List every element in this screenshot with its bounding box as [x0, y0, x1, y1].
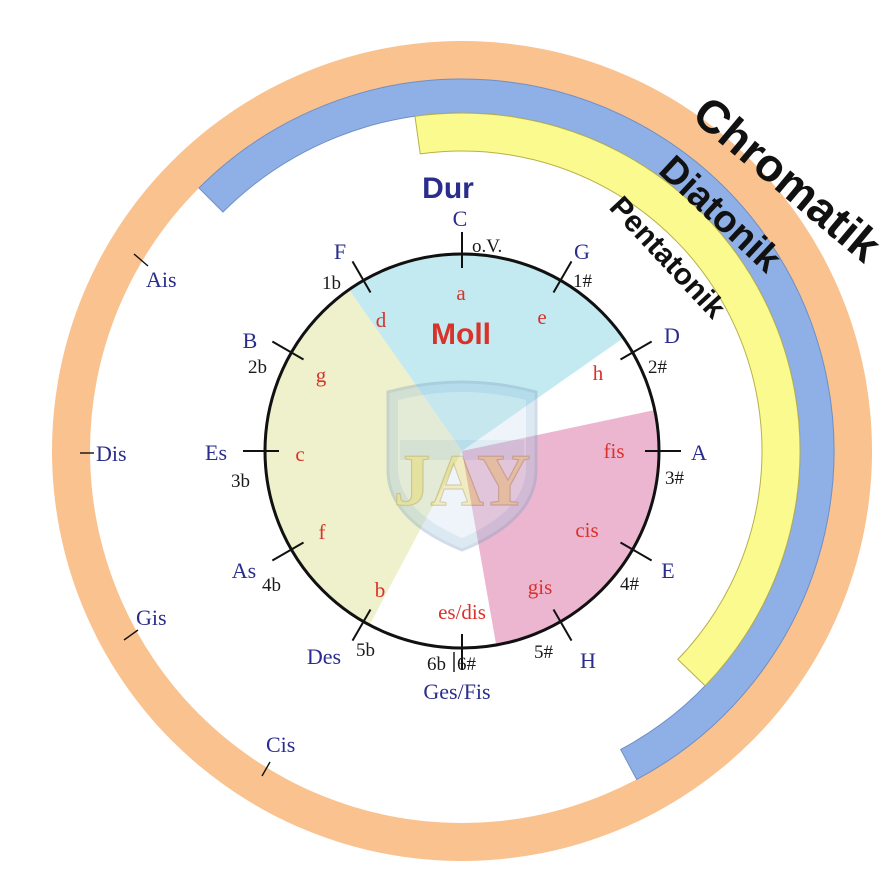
logo-shield: JAY	[386, 380, 538, 552]
key-signature-label: o.V.	[472, 236, 502, 257]
logo-text: JAY	[393, 440, 530, 522]
key-signature-label: 4b	[262, 575, 281, 596]
minor-key-label: d	[376, 308, 387, 332]
major-key-label: Des	[307, 644, 341, 669]
key-tick	[351, 608, 372, 642]
key-signature-label: 6b	[427, 654, 446, 675]
major-key-label: B	[243, 328, 258, 353]
key-tick	[271, 340, 305, 361]
chromatic-note-cis: Cis	[266, 732, 295, 757]
pentatonic-ring	[414, 112, 801, 687]
major-key-label: Ges/Fis	[423, 679, 490, 704]
major-key-label: G	[574, 239, 590, 264]
minor-key-label: e	[537, 305, 546, 329]
minor-key-label: c	[295, 442, 304, 466]
key-tick	[619, 541, 653, 562]
key-signature-label: 4#	[620, 574, 640, 595]
key-signature-label: 5#	[534, 642, 554, 663]
sector-olive	[264, 289, 462, 625]
major-key-label: As	[232, 558, 256, 583]
major-key-label: D	[664, 323, 680, 348]
major-title: Dur	[422, 172, 474, 205]
key-tick	[271, 541, 305, 562]
key-tick	[619, 340, 653, 361]
minor-key-label: f	[319, 520, 326, 544]
minor-key-label: gis	[528, 575, 553, 599]
key-tick	[552, 608, 573, 642]
major-key-label: H	[580, 648, 596, 673]
chromatic-note-dis: Dis	[96, 441, 127, 466]
minor-title: Moll	[431, 318, 491, 351]
major-key-label: F	[334, 239, 346, 264]
key-signature-label: 1b	[322, 273, 341, 294]
key-signature-label: 6#	[457, 654, 477, 675]
minor-key-label: es/dis	[438, 600, 486, 624]
major-key-label: C	[453, 206, 468, 231]
key-signature-label: 2b	[248, 357, 267, 378]
minor-key-label: b	[375, 578, 386, 602]
major-key-label: E	[661, 558, 674, 583]
key-tick	[552, 260, 573, 294]
sector-pink	[462, 410, 659, 646]
minor-key-label: cis	[575, 518, 598, 542]
key-signature-label: 2#	[648, 357, 668, 378]
major-key-label: Es	[205, 440, 227, 465]
minor-key-label: g	[316, 363, 327, 387]
minor-key-label: a	[456, 281, 466, 305]
major-key-label: A	[691, 440, 707, 465]
chromatic-note-gis: Gis	[136, 605, 167, 630]
chromatic-note-ais: Ais	[146, 267, 177, 292]
key-ticks	[243, 232, 681, 670]
key-signature-label: 3b	[231, 471, 250, 492]
minor-key-label: h	[593, 361, 604, 385]
key-signature-label: 3#	[665, 468, 685, 489]
key-tick	[351, 260, 372, 294]
minor-key-label: fis	[604, 439, 625, 463]
sector-blue	[349, 254, 624, 451]
key-signature-label: 1#	[573, 271, 593, 292]
key-signature-label: 5b	[356, 640, 375, 661]
